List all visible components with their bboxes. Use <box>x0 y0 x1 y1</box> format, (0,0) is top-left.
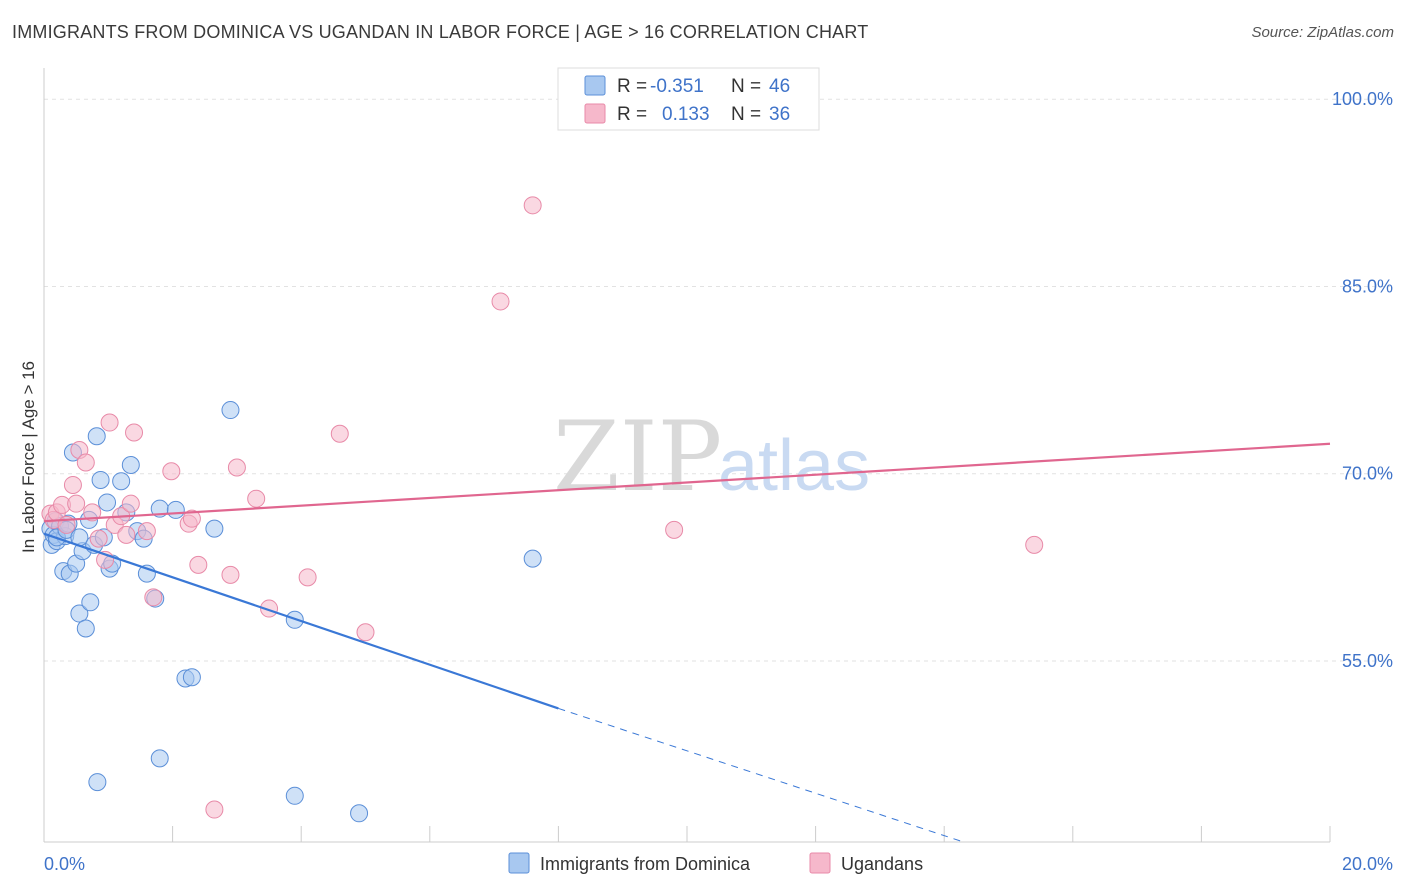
legend-r-value-1: -0.351 <box>650 76 704 97</box>
legend-swatch-blue <box>584 75 606 96</box>
x-tick-labels: 0.0% 20.0% <box>44 854 1393 874</box>
ugandan-point <box>221 565 240 584</box>
ugandan-point <box>144 588 163 607</box>
x-tick-label: 20.0% <box>1342 854 1393 874</box>
ugandan-point <box>330 424 349 443</box>
y-tick-label: 100.0% <box>1332 89 1393 109</box>
bottom-legend-swatch-blue <box>508 852 530 874</box>
dominica-point <box>88 773 107 792</box>
axes <box>43 68 1331 843</box>
dominica-point <box>76 619 95 638</box>
ugandan-point <box>182 509 201 528</box>
watermark-atlas: atlas <box>718 426 870 506</box>
dominica-point <box>87 427 106 446</box>
ugandan-point <box>76 453 95 472</box>
dominica-point <box>98 493 117 512</box>
legend-n-value-1: 46 <box>769 76 790 97</box>
legend-n-value-2: 36 <box>769 104 790 125</box>
dominica-point <box>205 519 224 538</box>
ugandan-point <box>63 475 82 494</box>
ugandan-point <box>356 623 375 642</box>
ugandan-point <box>298 568 317 587</box>
chart-title: IMMIGRANTS FROM DOMINICA VS UGANDAN IN L… <box>12 22 869 42</box>
dominica-point <box>221 401 240 420</box>
ugandan-point <box>67 494 86 513</box>
bottom-legend-label-1: Immigrants from Dominica <box>540 854 751 874</box>
y-axis-label: In Labor Force | Age > 16 <box>19 361 38 553</box>
ugandan-point <box>205 800 224 819</box>
top-legend: R = -0.351 N = 46 R = 0.133 N = 36 <box>557 67 820 131</box>
dominica-point <box>182 668 201 687</box>
ugandan-point <box>162 462 181 481</box>
dominica-point <box>150 749 169 768</box>
dominica-point <box>81 593 100 612</box>
data-points <box>41 196 1044 823</box>
ugandan-point <box>665 520 684 539</box>
legend-n-label-1: N = <box>731 76 761 97</box>
dominica-point <box>285 786 304 805</box>
watermark: ZIP atlas <box>553 401 870 513</box>
grid-lines <box>44 98 1390 662</box>
ugandan-point <box>260 599 279 618</box>
ugandan-point <box>227 458 246 477</box>
trend-lines <box>43 442 1331 843</box>
ugandan-point <box>89 529 108 548</box>
dominica-point <box>166 500 185 519</box>
x-tick-label: 0.0% <box>44 854 85 874</box>
bottom-legend-swatch-pink <box>809 852 831 874</box>
y-tick-label: 55.0% <box>1342 651 1393 671</box>
legend-r-label-1: R = <box>617 76 647 97</box>
dominica-trend-line <box>43 532 559 710</box>
dominica-point <box>523 549 542 568</box>
ugandan-point <box>137 522 156 541</box>
ugandan-trend-line <box>43 442 1331 523</box>
bottom-legend: Immigrants from Dominica Ugandans <box>508 852 923 874</box>
ugandan-point <box>83 503 102 522</box>
source-label: Source: ZipAtlas.com <box>1251 24 1394 41</box>
ugandan-point <box>117 525 136 544</box>
bottom-legend-label-2: Ugandans <box>841 854 923 874</box>
dominica-trend-extension <box>558 707 964 843</box>
ugandan-point <box>100 413 119 432</box>
dominica-point <box>112 472 131 491</box>
ugandan-point <box>523 196 542 215</box>
dominica-point <box>121 455 140 474</box>
ugandan-point <box>1025 535 1044 554</box>
dominica-point <box>70 604 89 623</box>
y-tick-labels: 55.0% 70.0% 85.0% 100.0% <box>1332 89 1393 671</box>
dominica-point <box>350 804 369 823</box>
ugandan-point <box>247 489 266 508</box>
ugandan-point <box>491 292 510 311</box>
legend-swatch-pink <box>584 103 606 124</box>
legend-r-label-2: R = <box>617 104 647 125</box>
legend-r-value-2: 0.133 <box>662 104 710 125</box>
y-tick-label: 85.0% <box>1342 276 1393 296</box>
ugandan-point <box>189 555 208 574</box>
watermark-zip: ZIP <box>553 401 722 513</box>
ugandan-point <box>121 494 140 513</box>
dominica-point <box>91 470 110 489</box>
y-tick-label: 70.0% <box>1342 464 1393 484</box>
ugandan-point <box>125 423 144 442</box>
legend-n-label-2: N = <box>731 104 761 125</box>
